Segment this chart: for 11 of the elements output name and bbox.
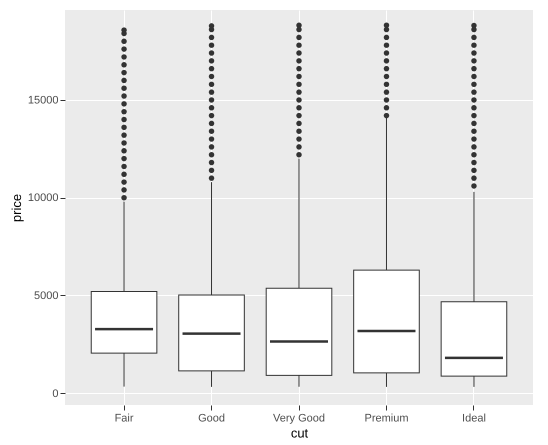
x-axis-title: cut: [290, 426, 309, 440]
y-axis-title: price: [8, 194, 24, 222]
x-tick-label: Good: [198, 412, 225, 424]
y-tick-label: 5000: [34, 290, 58, 302]
y-tick-label: 0: [52, 388, 58, 400]
x-tick-label: Very Good: [273, 412, 325, 424]
y-tick-label: 10000: [28, 192, 58, 204]
x-tick-label: Fair: [114, 412, 134, 424]
y-tick-label: 15000: [28, 94, 58, 106]
x-tick-label: Premium: [364, 412, 408, 424]
x-tick-label: Ideal: [462, 412, 486, 424]
